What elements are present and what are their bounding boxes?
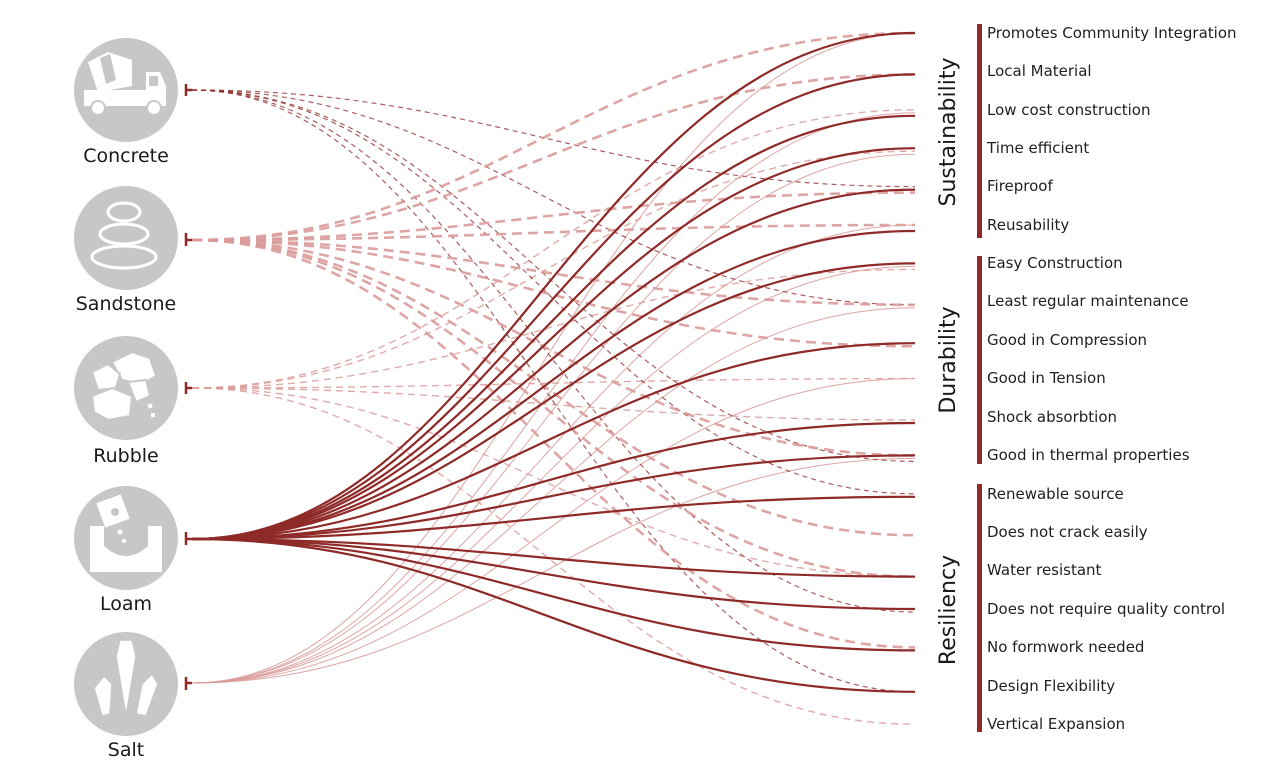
link-rubble-to-property-14 [191, 387, 916, 578]
link-loam-to-property-15 [191, 537, 916, 611]
link-sandstone-to-property-8 [191, 238, 916, 348]
link-salt-to-property-5 [191, 224, 916, 684]
property-label: Vertical Expansion [987, 715, 1125, 733]
property-label: Does not require quality control [987, 600, 1225, 618]
material-label-sandstone: Sandstone [76, 293, 177, 315]
link-sandstone-to-property-5 [191, 223, 916, 242]
property-label: Fireproof [987, 177, 1053, 195]
link-sandstone-to-property-11 [191, 238, 916, 457]
link-sandstone-to-property-0 [191, 31, 916, 242]
material-node-salt[interactable]: Salt [74, 632, 192, 761]
property-label: Local Material [987, 62, 1092, 80]
link-loam-to-property-5 [191, 229, 916, 541]
loam-pour-icon [90, 494, 162, 572]
links-layer [191, 31, 916, 725]
material-label-loam: Loam [100, 593, 152, 615]
link-sandstone-to-property-13 [191, 238, 916, 537]
group-bar-durability [977, 256, 982, 464]
link-loam-to-property-4 [191, 188, 916, 541]
link-concrete-to-property-4 [191, 89, 916, 188]
property-label: Design Flexibility [987, 677, 1115, 695]
link-loam-to-property-14 [191, 537, 916, 578]
property-label: Good in thermal properties [987, 446, 1190, 464]
link-rubble-to-property-3 [191, 150, 916, 389]
link-loam-to-property-3 [191, 147, 916, 541]
link-sandstone-to-property-16 [191, 238, 916, 649]
property-label: Good in Tension [987, 369, 1106, 387]
material-node-concrete[interactable]: Concrete [74, 38, 192, 167]
material-node-rubble[interactable]: Rubble [74, 336, 192, 467]
material-node-sandstone[interactable]: Sandstone [74, 186, 192, 315]
link-loam-to-property-12 [191, 495, 916, 541]
link-salt-to-property-6 [191, 265, 916, 684]
property-label: Promotes Community Integration [987, 24, 1237, 42]
link-sandstone-to-property-14 [191, 238, 916, 578]
property-label: Easy Construction [987, 254, 1123, 272]
link-sandstone-to-property-1 [191, 73, 916, 242]
group-durability: Durability [936, 256, 982, 464]
material-label-salt: Salt [108, 739, 144, 761]
link-loam-to-property-10 [191, 421, 916, 541]
property-label: Least regular maintenance [987, 292, 1189, 310]
material-label-rubble: Rubble [93, 445, 158, 467]
salt-crystal-icon [93, 639, 159, 717]
link-salt-to-property-0 [191, 32, 916, 684]
link-rubble-to-property-2 [191, 109, 916, 389]
property-label: No formwork needed [987, 638, 1144, 656]
property-label: Reusability [987, 216, 1069, 234]
property-label: Low cost construction [987, 101, 1150, 119]
link-concrete-to-property-12 [191, 89, 916, 495]
link-sandstone-to-property-4 [191, 191, 916, 242]
property-label: Does not crack easily [987, 523, 1148, 541]
link-salt-to-property-9 [191, 378, 916, 684]
rubble-rocks-icon [90, 350, 158, 422]
property-label: Time efficient [986, 139, 1089, 157]
link-concrete-to-property-7 [191, 89, 916, 306]
link-loam-to-property-16 [191, 537, 916, 652]
link-rubble-to-property-9 [191, 377, 916, 389]
group-label-durability: Durability [936, 306, 961, 413]
group-label-resiliency: Resiliency [936, 555, 961, 665]
link-rubble-to-property-18 [191, 387, 916, 725]
group-bar-resiliency [977, 484, 982, 732]
link-loam-to-property-2 [191, 114, 916, 541]
link-rubble-to-property-6 [191, 268, 916, 389]
link-concrete-to-property-17 [191, 89, 916, 693]
group-bar-sustainability [977, 24, 982, 238]
stacked-stones-icon [90, 201, 158, 270]
link-loam-to-property-11 [191, 454, 916, 541]
group-resiliency: Resiliency [936, 484, 982, 732]
property-label: Renewable source [987, 485, 1124, 503]
property-label: Shock absorbtion [987, 408, 1117, 426]
link-loam-to-property-0 [191, 31, 916, 541]
link-rubble-to-property-10 [191, 387, 916, 421]
link-salt-to-property-3 [191, 153, 916, 684]
link-loam-to-property-17 [191, 537, 916, 693]
link-concrete-to-property-11 [191, 89, 916, 462]
material-node-loam[interactable]: Loam [74, 486, 192, 615]
link-salt-to-property-7 [191, 307, 916, 684]
concrete-mixer-truck-icon [84, 52, 166, 116]
group-label-sustainability: Sustainability [936, 58, 961, 207]
link-loam-to-property-6 [191, 262, 916, 541]
property-label: Water resistant [987, 561, 1102, 579]
link-sandstone-to-property-7 [191, 238, 916, 307]
material-label-concrete: Concrete [83, 145, 169, 167]
link-salt-to-property-2 [191, 112, 916, 684]
link-loam-to-property-8 [191, 342, 916, 541]
group-sustainability: Sustainability [936, 24, 982, 238]
property-labels: Promotes Community Integration Local Mat… [986, 24, 1237, 733]
property-label: Good in Compression [987, 331, 1147, 349]
link-loam-to-property-1 [191, 73, 916, 541]
link-salt-to-property-11 [191, 457, 916, 684]
